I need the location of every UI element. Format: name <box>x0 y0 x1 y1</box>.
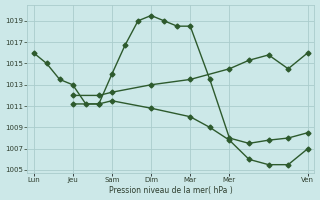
X-axis label: Pression niveau de la mer( hPa ): Pression niveau de la mer( hPa ) <box>109 186 233 195</box>
